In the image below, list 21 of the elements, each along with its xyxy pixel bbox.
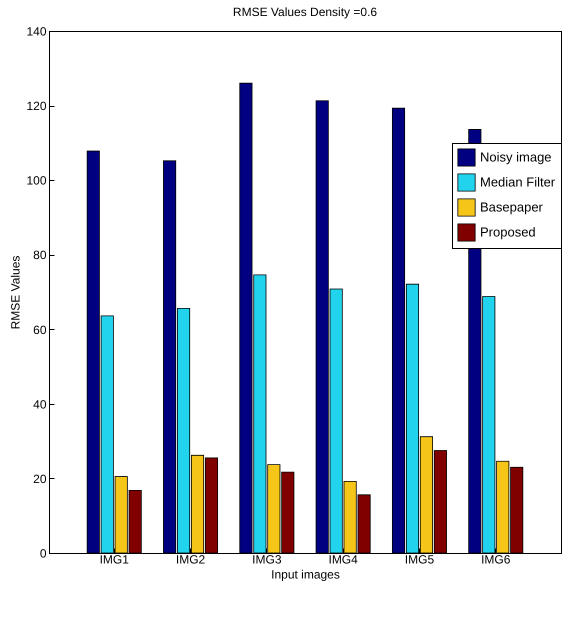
legend-label: Proposed [480, 224, 536, 240]
chart-title: RMSE Values Density =0.6 [232, 5, 378, 19]
legend-label: Basepaper [480, 200, 544, 214]
y-tick-label: 140 [26, 24, 47, 38]
legend-label: Noisy image [480, 150, 552, 164]
y-tick-label: 120 [26, 99, 47, 114]
y-tick-label: 40 [33, 397, 47, 412]
x-tick-label: IMG6 [481, 552, 511, 566]
y-tick-label: 100 [26, 174, 47, 188]
x-tick-label: IMG5 [404, 552, 434, 566]
x-tick-label: IMG4 [328, 552, 358, 566]
y-tick-label: 20 [33, 472, 47, 486]
y-tick-label: 0 [40, 546, 47, 560]
y-axis-title: RMSE Values [8, 256, 22, 330]
legend-label: Median Filter [480, 174, 556, 190]
x-tick-label: IMG1 [100, 552, 130, 566]
y-tick-label: 60 [33, 322, 47, 337]
x-axis-title: Input images [271, 568, 340, 582]
x-tick-label: IMG3 [252, 552, 282, 566]
x-tick-label: IMG2 [176, 552, 206, 566]
y-tick-label: 80 [33, 248, 47, 262]
